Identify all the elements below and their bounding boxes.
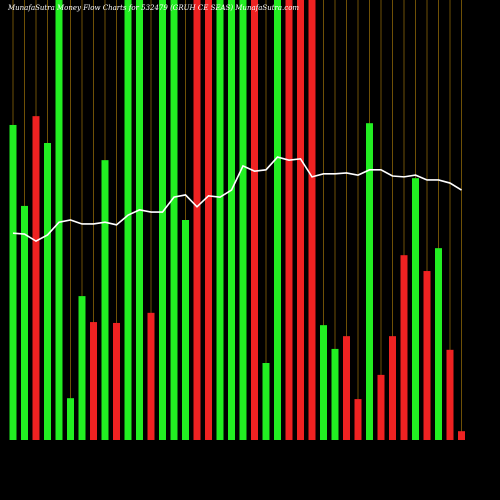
bar [297,0,304,440]
bar [101,160,109,440]
bar [389,336,396,440]
bar [124,0,132,440]
bar [458,431,465,440]
bar [239,0,247,440]
bar [216,0,224,440]
bar [251,0,258,440]
bar [423,271,431,440]
bar [400,255,408,440]
bar [44,143,51,440]
bar [343,336,350,440]
bar [78,296,86,440]
bar [331,348,339,440]
bar [377,374,385,440]
bar [274,0,281,440]
bar [9,124,17,441]
bar [32,116,40,440]
bar [366,123,373,440]
bar [170,0,178,440]
lines [12,156,462,243]
bar [435,248,442,440]
chart-title: MunafaSutra Money Flow Charts for 532479… [7,4,299,12]
bar [262,363,270,440]
bar [205,0,212,440]
bar [354,399,362,440]
bar [412,178,419,440]
bar [159,0,166,440]
bar [308,0,316,440]
bar [21,205,28,440]
bar [446,349,454,440]
bar [113,322,120,440]
bar [55,0,63,440]
bar [182,220,189,440]
bar [193,0,201,440]
bar [228,0,235,440]
bar [136,0,143,440]
bar [285,0,293,440]
bar [67,398,74,440]
bar [147,312,155,440]
money-flow-line [12,156,462,243]
bar [90,322,97,440]
bar [320,325,327,440]
bars [9,0,465,441]
